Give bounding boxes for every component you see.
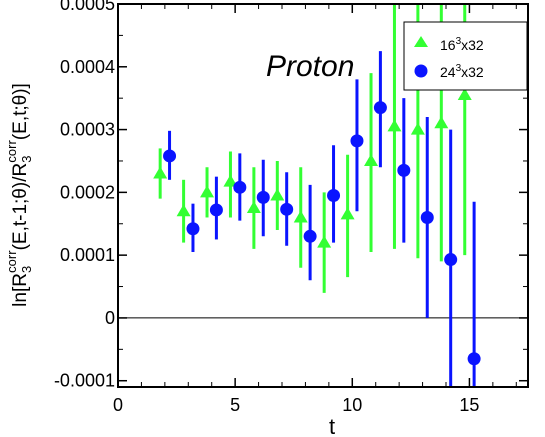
x-tick-label: 5 <box>230 395 240 415</box>
data-point-triangle <box>293 210 308 223</box>
data-point-circle <box>303 229 317 243</box>
legend-box <box>403 21 528 91</box>
ticks-layer: 0 5 10 15 -0.0001 0 0.0001 0.0002 0.0003 0.0004 0.… <box>54 0 528 415</box>
data-point-circle <box>209 203 223 217</box>
x-tick-label: 0 <box>113 395 123 415</box>
y-axis-label: ln[R3corr(E,t-1;θ)/R3corr(E,t;θ)] <box>4 83 34 307</box>
data-point-triangle <box>434 116 449 129</box>
y-tick-label: 0.0002 <box>60 182 115 202</box>
data-point-triangle <box>153 166 168 179</box>
data-point-circle <box>420 210 434 224</box>
legend-label-24x32: 243x32 <box>440 63 484 80</box>
annotation-proton: Proton <box>266 50 354 83</box>
data-point-circle <box>280 202 294 216</box>
data-point-circle <box>327 189 341 202</box>
data-point-circle <box>163 149 177 163</box>
data-point-triangle <box>457 88 472 101</box>
legend-marker-circle <box>414 64 428 78</box>
data-point-circle <box>256 190 270 204</box>
data-point-triangle <box>317 235 332 248</box>
data-point-triangle <box>410 122 425 135</box>
data-point-triangle <box>270 188 285 201</box>
legend-marker-triangle <box>414 36 428 47</box>
data-point-circle <box>233 180 247 194</box>
legend-label-16x32: 163x32 <box>440 36 484 53</box>
data-point-circle <box>350 134 364 148</box>
x-tick-label: 15 <box>459 395 479 415</box>
x-axis-label: t <box>329 414 335 437</box>
y-tick-label: 0.0003 <box>60 120 115 140</box>
series-circle <box>163 51 481 387</box>
data-point-circle <box>373 101 387 115</box>
y-tick-label: 0.0005 <box>60 0 115 14</box>
data-point-circle <box>467 352 481 366</box>
y-tick-label: 0.0001 <box>60 245 115 265</box>
data-point-triangle <box>246 201 261 214</box>
data-point-circle <box>186 222 200 236</box>
x-tick-label: 10 <box>342 395 362 415</box>
y-tick-label: -0.0001 <box>54 371 115 391</box>
plot-frame <box>117 3 529 388</box>
y-tick-label: 0.0004 <box>60 57 115 77</box>
legend: 163x32 243x32 <box>403 21 528 91</box>
data-point-triangle <box>364 153 379 166</box>
data-point-circle <box>444 253 458 267</box>
data-point-triangle <box>176 204 191 217</box>
data-point-triangle <box>223 174 238 187</box>
data-point-triangle <box>340 207 355 220</box>
y-tick-label: 0 <box>105 308 115 328</box>
data-point-triangle <box>200 185 215 198</box>
data-point-circle <box>397 163 411 177</box>
data-point-triangle <box>387 119 402 132</box>
